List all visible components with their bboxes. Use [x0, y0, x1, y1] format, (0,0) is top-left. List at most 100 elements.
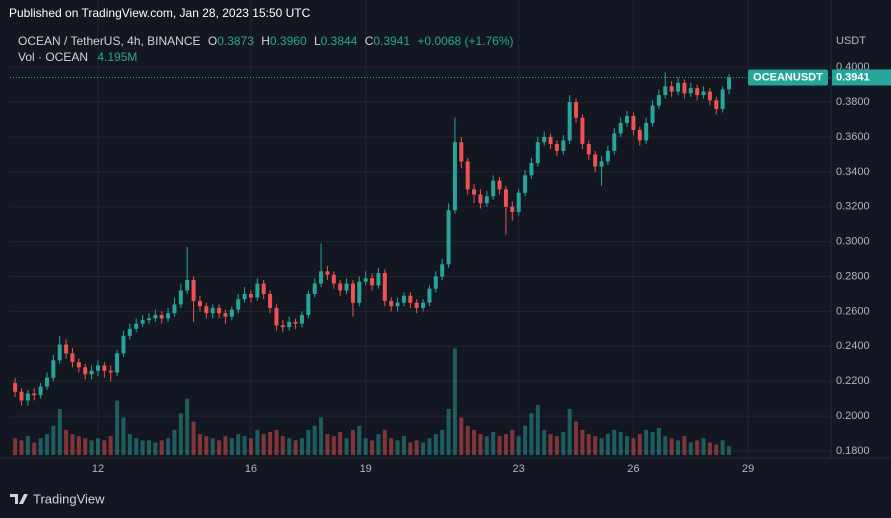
y-tick-label: 0.3200 — [836, 201, 870, 213]
volume-bar — [70, 434, 75, 455]
y-tick-label: 0.3800 — [836, 96, 870, 108]
volume-bar — [331, 436, 336, 455]
candle-body — [146, 318, 151, 321]
volume-bar — [44, 434, 49, 455]
candle-body — [440, 264, 445, 277]
candle-body — [197, 300, 202, 307]
candle-body — [408, 295, 413, 303]
candle-body — [554, 143, 559, 151]
candle-body — [580, 117, 585, 144]
volume-bar — [153, 442, 158, 455]
volume-bar — [650, 432, 655, 455]
volume-bar — [452, 348, 457, 455]
candle-body — [497, 180, 502, 190]
volume-bar — [89, 440, 94, 455]
candle-body — [223, 313, 228, 317]
candle-body — [561, 140, 566, 151]
volume-bar — [57, 409, 62, 455]
candle-body — [140, 320, 145, 324]
legend-value: 0.3960 — [270, 34, 307, 48]
candle-body — [644, 122, 649, 141]
volume-value: 4.195M — [97, 50, 137, 64]
candle-body — [153, 314, 158, 319]
volume-bar — [446, 409, 451, 455]
volume-bar — [682, 436, 687, 455]
candle-body — [656, 95, 661, 106]
candle-body — [465, 161, 470, 190]
volume-bar — [280, 436, 285, 455]
x-tick-label: 26 — [627, 463, 639, 475]
candle-body — [395, 302, 400, 307]
volume-bar — [554, 436, 559, 455]
volume-bar — [472, 429, 477, 455]
candle-body — [363, 278, 368, 282]
volume-bar — [389, 438, 394, 455]
candle-body — [261, 283, 266, 294]
candle-body — [280, 325, 285, 328]
y-tick-label: 0.3400 — [836, 166, 870, 178]
volume-bar — [19, 440, 24, 455]
candle-body — [695, 88, 700, 96]
candle-body — [95, 365, 100, 371]
volume-legend: Vol · OCEAN 4.195M — [18, 50, 137, 64]
x-tick-label: 29 — [742, 463, 754, 475]
candle-body — [714, 100, 719, 110]
candle-body — [427, 288, 432, 303]
volume-bar — [625, 436, 630, 455]
price-tag-name: OCEANUSDT — [753, 71, 823, 83]
candle-body — [51, 360, 56, 378]
candle-body — [344, 283, 349, 291]
x-tick-label: 23 — [513, 463, 525, 475]
volume-bar — [503, 434, 508, 455]
y-tick-label: 0.2200 — [836, 375, 870, 387]
volume-bar — [115, 400, 120, 455]
candle-body — [376, 273, 381, 286]
candle-pane — [13, 72, 732, 406]
volume-bar — [727, 446, 732, 455]
candle-body — [89, 370, 94, 375]
volume-bar — [663, 436, 668, 455]
candle-body — [64, 344, 69, 354]
candle-body — [484, 196, 489, 204]
candle-body — [401, 295, 406, 303]
candle-body — [535, 142, 540, 164]
legend: OCEAN / TetherUS, 4h, BINANCE O0.3873 H0… — [18, 34, 514, 48]
candle-body — [459, 142, 464, 162]
candle-body — [159, 314, 164, 319]
candle-body — [287, 321, 292, 328]
y-tick-label: 0.2800 — [836, 270, 870, 282]
candle-body — [32, 393, 37, 396]
candle-body — [44, 377, 49, 387]
volume-bar — [440, 429, 445, 455]
candle-body — [57, 344, 62, 361]
volume-bar — [38, 438, 43, 455]
volume-bar — [306, 429, 311, 455]
header: Published on TradingView.com, Jan 28, 20… — [9, 6, 311, 20]
candle-body — [637, 129, 642, 141]
candle-body — [650, 105, 655, 123]
volume-bar — [134, 438, 139, 455]
volume-bar — [223, 436, 228, 455]
candle-body — [306, 293, 311, 315]
candle-body — [727, 77, 732, 90]
volume-bar — [261, 434, 266, 455]
candle-body — [70, 353, 75, 363]
candle-body — [382, 273, 387, 301]
candle-body — [242, 293, 247, 300]
candle-body — [204, 306, 209, 314]
volume-bar — [574, 421, 579, 455]
volume-bar — [465, 425, 470, 455]
candle-body — [682, 82, 687, 94]
legend-key: O — [208, 34, 217, 48]
volume-bar — [108, 436, 113, 455]
candle-body — [25, 393, 30, 401]
candle-body — [421, 302, 426, 308]
volume-bar — [497, 436, 502, 455]
candle-body — [574, 102, 579, 118]
volume-bar — [242, 436, 247, 455]
volume-pane — [13, 348, 732, 455]
volume-bar — [478, 434, 483, 455]
candle-body — [707, 91, 712, 101]
candle-body — [178, 290, 183, 305]
